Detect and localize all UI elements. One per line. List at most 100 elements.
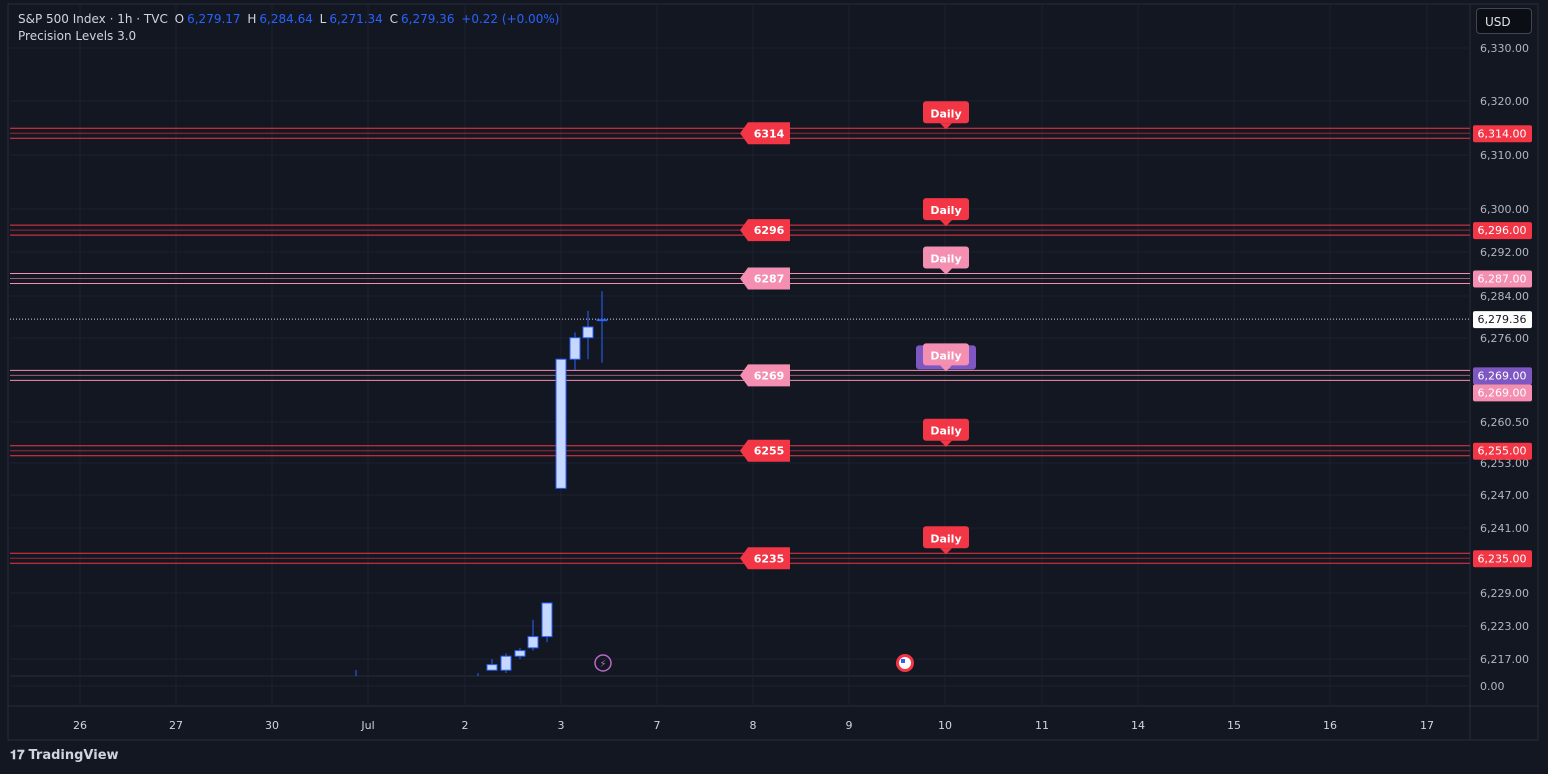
tradingview-logo[interactable]: 𝟏𝟕 TradingView	[10, 748, 119, 763]
level-value-tag-text: 6269	[754, 369, 785, 382]
time-tick-label: 2	[462, 719, 469, 732]
close-label: C	[389, 12, 399, 26]
candle-body[interactable]	[582, 326, 594, 339]
daily-callout[interactable]	[923, 526, 969, 549]
axis-level-box	[1473, 367, 1532, 385]
candle-body[interactable]	[500, 655, 512, 671]
price-tick-label: 6,229.00	[1480, 587, 1529, 600]
daily-callout[interactable]	[923, 246, 969, 269]
time-tick-label: 27	[169, 719, 183, 732]
price-tick-label: 6,247.00	[1480, 489, 1529, 502]
daily-callout[interactable]	[923, 101, 969, 124]
level-value-tag[interactable]	[740, 547, 790, 570]
price-tick-label: 6,310.00	[1480, 149, 1529, 162]
currency-button[interactable]: USD	[1476, 8, 1532, 34]
level-value-tag-text: 6287	[754, 273, 785, 286]
time-tick-label: Jul	[360, 719, 374, 732]
daily-callout-pointer	[940, 268, 952, 275]
level-value-tag-text: 6296	[754, 224, 785, 237]
candle-body[interactable]	[596, 319, 608, 322]
price-tick-label: 6,276.00	[1480, 332, 1529, 345]
change-value: +0.22 (+0.00%)	[461, 12, 560, 26]
axis-level-box	[1473, 550, 1532, 568]
low-value: 6,271.34	[329, 12, 383, 26]
high-value: 6,284.64	[259, 12, 313, 26]
axis-level-text: 6,287.00	[1478, 273, 1527, 286]
lightning-glyph-icon: ⚡	[599, 659, 606, 670]
price-tick-label: 6,300.00	[1480, 203, 1529, 216]
price-tick-label: 0.00	[1480, 680, 1505, 693]
axis-level-text: 6,269.00	[1478, 369, 1527, 382]
time-tick-label: 14	[1131, 719, 1145, 732]
price-tick-label: 6,241.00	[1480, 522, 1529, 535]
daily-callout-text: Daily	[930, 253, 961, 266]
axis-level-text-secondary: 6,269.00	[1478, 386, 1527, 399]
tradingview-logo-icon: 𝟏𝟕	[10, 748, 25, 763]
price-tick-label: 6,284.00	[1480, 290, 1529, 303]
time-tick-label: 7	[654, 719, 661, 732]
daily-callout-text: Daily	[930, 204, 961, 217]
level-value-tag-text: 6255	[754, 445, 785, 458]
chart-frame	[7, 3, 1539, 741]
daily-callout-text: Daily	[930, 107, 961, 120]
candle-body[interactable]	[527, 636, 539, 649]
price-tick-label: 6,223.00	[1480, 620, 1529, 633]
symbol-legend: S&P 500 Index · 1h · TVC O 6,279.17 H 6,28…	[18, 12, 562, 26]
time-tick-label: 16	[1323, 719, 1337, 732]
axis-level-box-secondary	[1473, 384, 1532, 402]
us-flag-canton-icon	[901, 659, 905, 663]
level-value-tag[interactable]	[740, 364, 790, 387]
daily-callout-pointer	[940, 548, 952, 555]
current-price-box	[1473, 311, 1532, 329]
axis-level-text: 6,314.00	[1478, 127, 1527, 140]
time-tick-label: 17	[1420, 719, 1434, 732]
daily-callout-text: Daily	[930, 425, 961, 438]
price-tick-label: 6,253.00	[1480, 457, 1529, 470]
candle-body[interactable]	[486, 664, 498, 671]
open-label: O	[174, 12, 185, 26]
brand-name: TradingView	[28, 748, 119, 763]
low-label: L	[319, 12, 327, 26]
price-tick-label: 6,320.00	[1480, 95, 1529, 108]
axis-level-box	[1473, 270, 1532, 288]
time-tick-label: 11	[1035, 719, 1049, 732]
level-value-tag[interactable]	[740, 122, 790, 145]
candle-body[interactable]	[555, 358, 567, 489]
time-tick-label: 26	[73, 719, 87, 732]
time-tick-label: 30	[265, 719, 279, 732]
axis-level-text: 6,296.00	[1478, 224, 1527, 237]
daily-callout[interactable]	[923, 343, 969, 366]
candle-body[interactable]	[514, 650, 526, 657]
symbol-name[interactable]: S&P 500 Index · 1h · TVC	[18, 12, 168, 26]
daily-callout-pointer	[940, 440, 952, 447]
daily-callout-pointer	[940, 123, 952, 130]
current-price-text: 6,279.36	[1478, 313, 1527, 326]
daily-callout-text: Daily	[930, 349, 961, 362]
axis-level-box	[1473, 125, 1532, 143]
close-value: 6,279.36	[401, 12, 455, 26]
price-tick-label: 6,260.50	[1480, 416, 1529, 429]
price-tick-label: 6,292.00	[1480, 246, 1529, 259]
price-tick-label: 6,330.00	[1480, 42, 1529, 55]
time-tick-label: 9	[846, 719, 853, 732]
daily-callout-pointer	[940, 365, 952, 372]
open-value: 6,279.17	[187, 12, 241, 26]
candle-body[interactable]	[569, 337, 581, 360]
lightning-event-icon[interactable]	[594, 654, 612, 672]
level-value-tag-text: 6235	[754, 552, 785, 565]
time-tick-label: 10	[938, 719, 952, 732]
axis-level-text: 6,255.00	[1478, 445, 1527, 458]
candle-body[interactable]	[541, 602, 553, 638]
price-tick-label: 6,217.00	[1480, 653, 1529, 666]
high-label: H	[247, 12, 257, 26]
level-value-tag[interactable]	[740, 439, 790, 462]
daily-callout[interactable]	[923, 418, 969, 441]
indicator-legend[interactable]: Precision Levels 3.0	[18, 29, 137, 43]
axis-level-box	[1473, 222, 1532, 240]
level-value-tag[interactable]	[740, 267, 790, 290]
axis-level-text: 6,235.00	[1478, 552, 1527, 565]
daily-callout[interactable]	[923, 198, 969, 221]
level-value-tag[interactable]	[740, 219, 790, 242]
